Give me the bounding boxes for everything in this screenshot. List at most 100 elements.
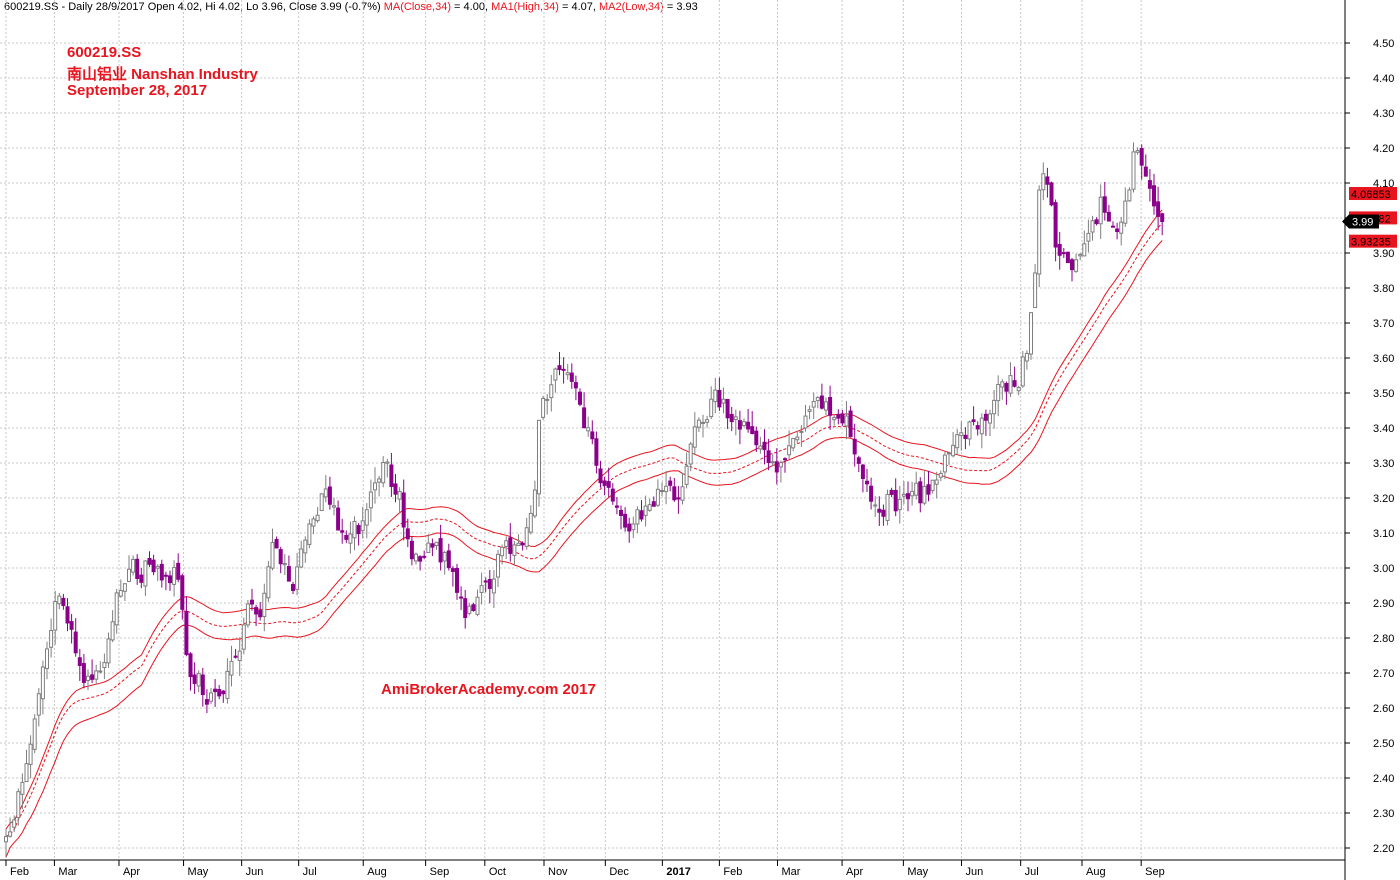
candle-body: [1106, 211, 1111, 222]
candle-body: [598, 468, 603, 484]
x-tick-label: Aug: [1086, 866, 1106, 878]
candle-body: [733, 416, 738, 421]
candle-body: [373, 482, 377, 491]
candle-body: [565, 372, 570, 376]
x-tick-label: Feb: [10, 866, 29, 878]
x-axis: Feb Mar Apr May Jun Jul Aug Sep Oct Nov Dec 2017 Feb…: [0, 859, 1345, 878]
candle-body: [680, 486, 685, 501]
candle-body: [315, 514, 320, 522]
date-label: September 28, 2017: [67, 82, 208, 99]
candle-body: [450, 568, 455, 572]
candle-body: [516, 542, 521, 546]
y-tick-label: 4.40: [1373, 73, 1394, 85]
ticker-label: 600219.SS: [67, 44, 142, 61]
candle-body: [819, 395, 824, 409]
candle-body: [135, 558, 140, 579]
moving-average-bands: [5, 209, 1163, 858]
candle-body: [1033, 272, 1038, 309]
y-tick-label: 2.80: [1373, 633, 1394, 645]
candle-body: [910, 490, 915, 497]
x-tick-label: Feb: [723, 866, 742, 878]
ma2-value: = 3.93: [663, 1, 698, 13]
candle-body: [77, 657, 82, 666]
candle-body: [791, 437, 796, 449]
candle-body: [594, 438, 599, 466]
candle-body: [947, 452, 951, 455]
candle-body: [368, 491, 373, 509]
candle-body: [94, 670, 99, 680]
candle-body: [955, 434, 960, 449]
y-tick-label: 3.40: [1373, 423, 1394, 435]
candle-body: [996, 383, 1001, 402]
candle-body: [1037, 189, 1042, 275]
candle-body: [844, 415, 849, 427]
candle-body: [983, 413, 988, 421]
y-tick-label: 4.20: [1373, 143, 1394, 155]
candle-body: [1074, 259, 1079, 272]
candle-body: [1143, 166, 1148, 177]
candle-body: [24, 763, 29, 783]
candle-body: [254, 607, 259, 615]
candle-body: [114, 592, 119, 626]
candle-body: [237, 650, 242, 661]
candle-body: [815, 396, 820, 402]
candle-body: [204, 699, 209, 705]
candle-body: [229, 660, 234, 676]
candle-body: [430, 543, 435, 548]
candle-body: [225, 670, 230, 699]
candle-body: [971, 419, 976, 423]
ma1-label: MA1(High,34): [491, 1, 559, 13]
candle-body: [676, 497, 681, 500]
candle-body: [885, 493, 890, 521]
candle-body: [487, 578, 492, 589]
candle-body: [668, 480, 673, 486]
candle-body: [975, 425, 980, 430]
candle-body: [1119, 221, 1124, 234]
y-tick-label: 3.10: [1373, 528, 1394, 540]
candle-body: [988, 413, 992, 424]
candle-body: [344, 535, 349, 540]
candle-body: [1115, 228, 1120, 233]
candle-body: [992, 399, 997, 415]
candle-body: [762, 441, 767, 451]
candle-body: [209, 692, 213, 702]
candle-body: [459, 596, 464, 599]
candle-body: [627, 523, 632, 532]
candle-body: [963, 434, 968, 439]
candle-body: [311, 518, 316, 527]
candle-body: [545, 398, 550, 401]
candle-body: [713, 389, 718, 403]
candle-body: [922, 485, 927, 504]
candle-body: [168, 575, 172, 584]
candle-body: [467, 605, 472, 614]
candle-body: [582, 407, 587, 429]
candle-body: [36, 693, 41, 716]
candle-body: [508, 537, 513, 554]
candle-body: [1024, 352, 1029, 362]
ma-low-tag: 3.93235: [1351, 237, 1391, 249]
candle-body: [573, 382, 578, 389]
x-tick-label: Jul: [303, 866, 317, 878]
candle-body: [528, 512, 533, 533]
candle-body: [118, 590, 123, 597]
candle-body: [53, 601, 58, 631]
candle-body: [176, 562, 181, 580]
candle-body: [385, 461, 390, 464]
candle-body: [926, 484, 931, 495]
candle-body: [639, 510, 644, 520]
candle-body: [1131, 151, 1136, 190]
candle-body: [807, 409, 812, 412]
candle-body: [233, 655, 238, 658]
candle-body: [356, 525, 361, 535]
candle-body: [397, 490, 402, 500]
candle-body: [73, 631, 78, 654]
candle-body: [770, 461, 775, 464]
candle-body: [422, 555, 427, 558]
candle-body: [213, 688, 218, 693]
candle-body: [163, 574, 168, 577]
x-tick-label: Apr: [123, 866, 140, 878]
candle-body: [155, 565, 160, 569]
candle-body: [1053, 202, 1058, 248]
candle-body: [705, 419, 710, 423]
candles: [4, 142, 1165, 858]
